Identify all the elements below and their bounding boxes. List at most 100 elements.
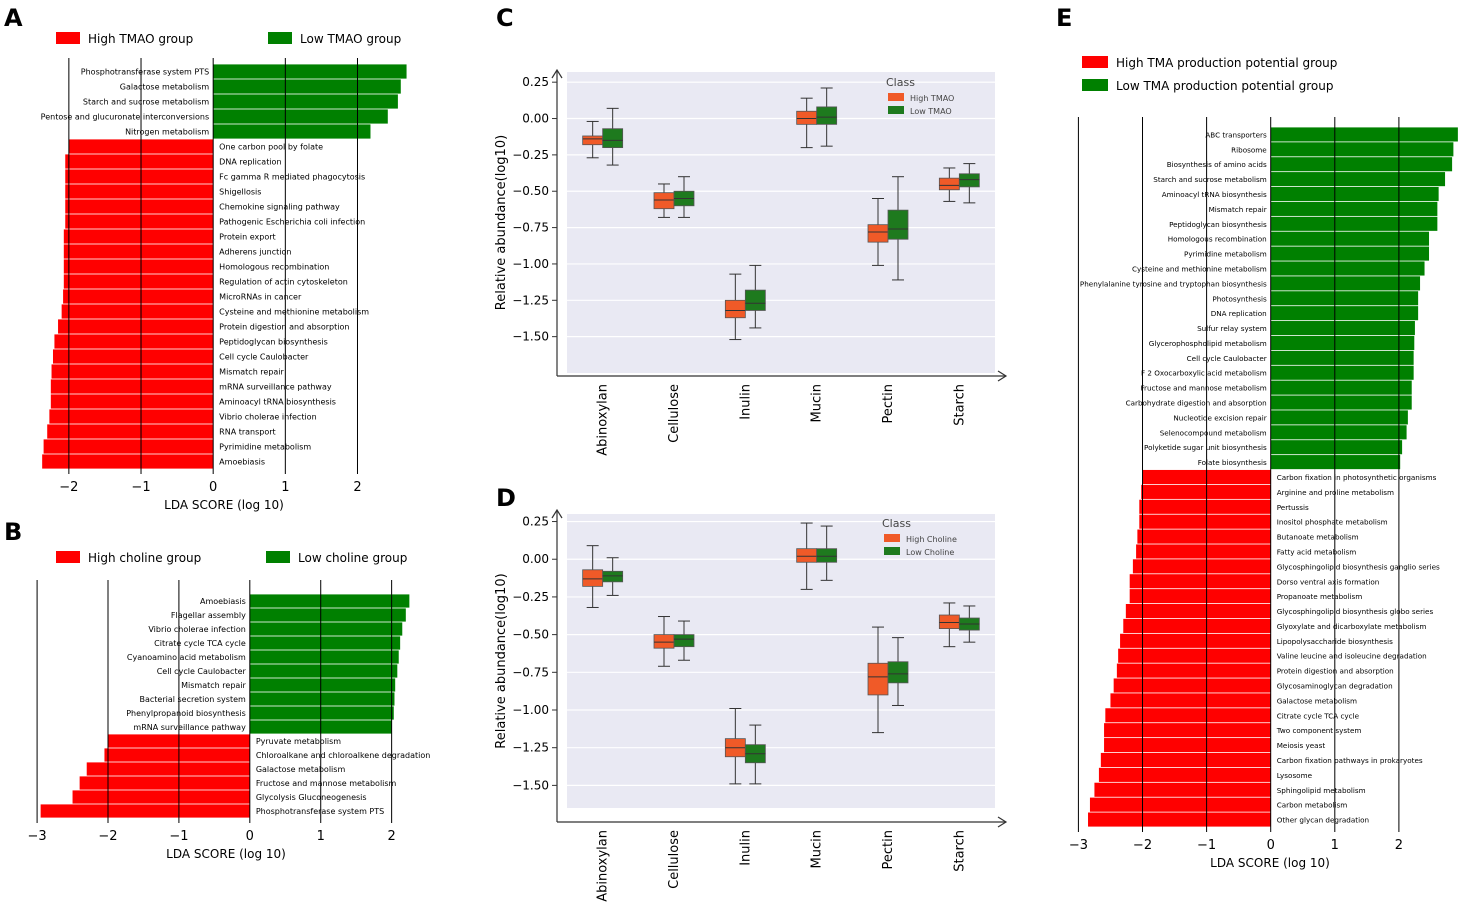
lda-bar [1270, 306, 1419, 321]
lda-bar [1141, 484, 1271, 499]
panel-letter-e: E [1056, 4, 1072, 32]
lda-bar [1270, 127, 1458, 142]
category-label: Other glycan degradation [1277, 816, 1369, 825]
lda-bar [1089, 797, 1271, 812]
lda-bar [1110, 693, 1271, 708]
category-label: Vibrio cholerae infection [148, 625, 245, 634]
lda-bar [1123, 618, 1271, 633]
y-tick-label: 0.00 [522, 112, 549, 126]
lda-bar [1270, 380, 1412, 395]
category-label: Inulin [738, 830, 753, 866]
lda-bar [65, 154, 214, 169]
category-label: Aminoacyl tRNA biosynthesis [1162, 190, 1267, 199]
category-label: Homologous recombination [219, 263, 329, 272]
lda-bar [1129, 574, 1271, 589]
panel-letter-a: A [4, 4, 23, 32]
lda-bar [1105, 708, 1271, 723]
lda-chart-tmao: High TMAO group Low TMAO group Phosphotran… [41, 32, 407, 512]
x-tick-label: −2 [1133, 838, 1152, 853]
legend-swatch [56, 32, 80, 44]
lda-bar [249, 678, 396, 692]
category-label: Amoebiasis [200, 597, 246, 606]
category-label: Galactose metabolism [1277, 696, 1357, 705]
y-tick-label: −0.75 [512, 221, 549, 235]
box-low [887, 209, 909, 240]
x-axis-arrow [997, 370, 1008, 382]
category-label: Starch and sucrose metabolism [1153, 175, 1266, 184]
lda-bar [65, 199, 214, 214]
category-label: Pertussis [1277, 503, 1309, 512]
legend-label: Low choline group [298, 551, 407, 565]
category-label: Nucleotide excision repair [1173, 413, 1266, 422]
box-high [796, 110, 818, 125]
x-axis-label: LDA SCORE (log 10) [1210, 856, 1330, 870]
lda-bar [249, 692, 395, 706]
legend-swatch [266, 551, 290, 563]
y-tick-label: −1.25 [512, 293, 549, 307]
lda-bar [54, 334, 214, 349]
category-label: Aminoacyl tRNA biosynthesis [219, 398, 336, 407]
category-label: Abinoxylan [596, 830, 611, 902]
category-label: Photosynthesis [1212, 294, 1267, 303]
legend-title: Class [886, 76, 915, 89]
lda-bar [65, 214, 214, 229]
plot-background [567, 514, 995, 808]
lda-bar [1270, 395, 1412, 410]
category-label: Selenocompound metabolism [1160, 428, 1267, 437]
category-label: Pectin [881, 384, 896, 423]
category-label: Cell cycle Caulobacter [219, 353, 309, 362]
category-label: Adherens junction [219, 248, 291, 257]
legend-label: High TMAO group [88, 32, 193, 46]
lda-bar [249, 622, 403, 636]
category-label: Dorso ventral axis formation [1277, 577, 1380, 586]
category-label: Carbon fixation pathways in prokaryotes [1277, 756, 1423, 765]
category-label: Inulin [738, 384, 753, 420]
x-tick-label: −1 [131, 480, 150, 495]
category-label: Butanoate metabolism [1277, 533, 1359, 542]
y-axis-label: Relative abundance(log10) [494, 135, 509, 310]
category-label: Protein digestion and absorption [1277, 667, 1394, 676]
category-label: Glycosaminoglycan degradation [1277, 682, 1393, 691]
lda-bar [213, 94, 398, 109]
box-high [653, 192, 675, 210]
lda-chart-choline: High choline group Low choline group Amoeb… [28, 551, 430, 861]
x-tick-label: 0 [1267, 838, 1275, 853]
category-label: Galactose metabolism [120, 83, 210, 92]
category-label: Peptidoglycan biosynthesis [219, 338, 328, 347]
y-axis-arrow [551, 68, 563, 79]
category-label: Phenylalanine tyrosine and tryptophan bi… [1080, 279, 1267, 288]
category-label: mRNA surveillance pathway [133, 723, 246, 732]
boxplot-tmao: 0.25 0.00 −0.25 −0.50 −0.75 −1.00 −1.25 −1.50 Ab… [494, 68, 1008, 456]
lda-bar [1270, 410, 1408, 425]
box-high [582, 135, 604, 146]
lda-bar [1270, 216, 1438, 231]
lda-bar [1129, 589, 1271, 604]
box-low [887, 661, 909, 684]
lda-bar [1270, 425, 1407, 440]
lda-bar [1270, 201, 1438, 216]
lda-bar [249, 636, 401, 650]
x-axis-label: LDA SCORE (log 10) [166, 847, 286, 861]
lda-bar [1270, 321, 1415, 336]
box-high [867, 662, 889, 696]
x-tick-label: −2 [59, 480, 78, 495]
lda-bar [213, 124, 371, 139]
legend-swatch [884, 534, 900, 542]
lda-bar [52, 349, 214, 364]
category-label: Pathogenic Escherichia coli infection [219, 218, 365, 227]
legend-label: Low Choline [906, 548, 954, 557]
lda-bar [249, 594, 410, 608]
lda-bar [1139, 514, 1271, 529]
category-label: Mucin [810, 830, 825, 868]
lda-bar [1270, 172, 1446, 187]
category-label: Cysteine and methionine metabolism [1132, 264, 1267, 273]
category-label: Sulfur relay system [1197, 324, 1267, 333]
lda-bar [51, 364, 214, 379]
lda-bar [63, 274, 214, 289]
category-label: Abinoxylan [596, 384, 611, 456]
lda-bar [49, 409, 214, 424]
category-label: Amoebiasis [219, 458, 265, 467]
legend-label: High TMAO [910, 94, 954, 103]
plot-background [567, 72, 995, 373]
